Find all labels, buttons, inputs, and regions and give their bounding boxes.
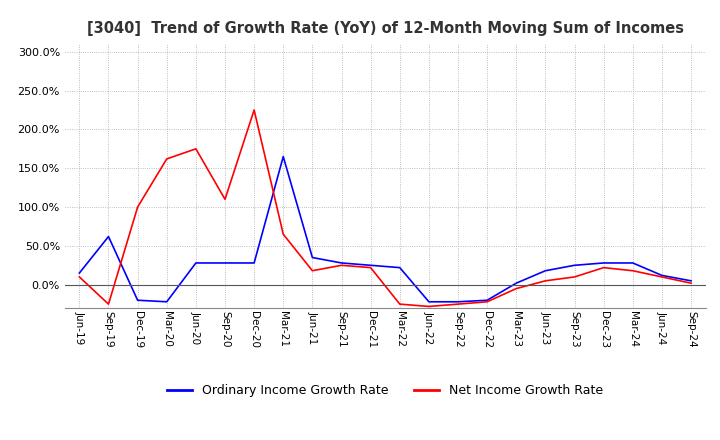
Net Income Growth Rate (192, 146, 200, 151)
Net Income Growth Rate (250, 107, 258, 113)
Ordinary Income Growth Rate (250, 260, 258, 266)
Ordinary Income Growth Rate (366, 263, 375, 268)
Line: Ordinary Income Growth Rate: Ordinary Income Growth Rate (79, 157, 691, 302)
Ordinary Income Growth Rate (512, 281, 521, 286)
Ordinary Income Growth Rate (133, 297, 142, 303)
Net Income Growth Rate (308, 268, 317, 273)
Net Income Growth Rate (629, 268, 637, 273)
Line: Net Income Growth Rate: Net Income Growth Rate (79, 110, 691, 306)
Ordinary Income Growth Rate (308, 255, 317, 260)
Net Income Growth Rate (279, 231, 287, 237)
Ordinary Income Growth Rate (425, 299, 433, 304)
Net Income Growth Rate (425, 304, 433, 309)
Net Income Growth Rate (454, 301, 462, 307)
Net Income Growth Rate (104, 301, 113, 307)
Legend: Ordinary Income Growth Rate, Net Income Growth Rate: Ordinary Income Growth Rate, Net Income … (163, 379, 608, 402)
Title: [3040]  Trend of Growth Rate (YoY) of 12-Month Moving Sum of Incomes: [3040] Trend of Growth Rate (YoY) of 12-… (86, 21, 684, 36)
Ordinary Income Growth Rate (657, 273, 666, 278)
Ordinary Income Growth Rate (337, 260, 346, 266)
Ordinary Income Growth Rate (454, 299, 462, 304)
Net Income Growth Rate (570, 274, 579, 279)
Net Income Growth Rate (395, 301, 404, 307)
Ordinary Income Growth Rate (599, 260, 608, 266)
Net Income Growth Rate (133, 205, 142, 210)
Net Income Growth Rate (483, 299, 492, 304)
Ordinary Income Growth Rate (570, 263, 579, 268)
Ordinary Income Growth Rate (395, 265, 404, 270)
Net Income Growth Rate (512, 286, 521, 291)
Net Income Growth Rate (220, 197, 229, 202)
Net Income Growth Rate (541, 278, 550, 283)
Ordinary Income Growth Rate (483, 297, 492, 303)
Net Income Growth Rate (337, 263, 346, 268)
Ordinary Income Growth Rate (163, 299, 171, 304)
Ordinary Income Growth Rate (192, 260, 200, 266)
Ordinary Income Growth Rate (104, 234, 113, 239)
Net Income Growth Rate (687, 281, 696, 286)
Net Income Growth Rate (163, 156, 171, 161)
Ordinary Income Growth Rate (279, 154, 287, 159)
Ordinary Income Growth Rate (629, 260, 637, 266)
Net Income Growth Rate (599, 265, 608, 270)
Net Income Growth Rate (75, 274, 84, 279)
Net Income Growth Rate (366, 265, 375, 270)
Net Income Growth Rate (657, 274, 666, 279)
Ordinary Income Growth Rate (687, 278, 696, 283)
Ordinary Income Growth Rate (541, 268, 550, 273)
Ordinary Income Growth Rate (220, 260, 229, 266)
Ordinary Income Growth Rate (75, 271, 84, 276)
